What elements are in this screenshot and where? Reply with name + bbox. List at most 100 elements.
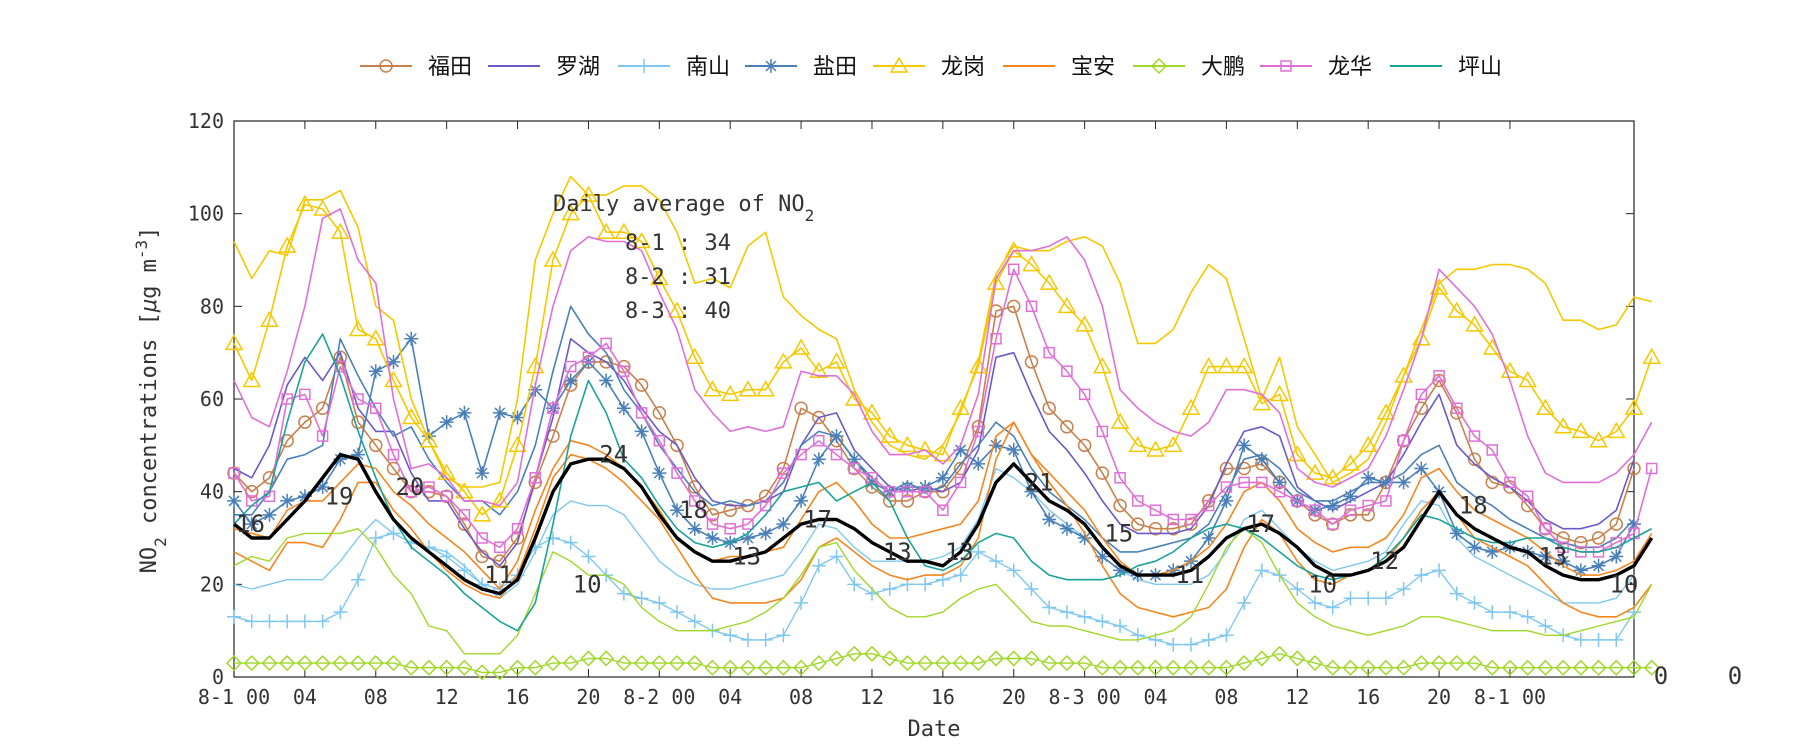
data-point [1412,329,1431,346]
average-value-label: 10 [1609,570,1638,598]
x-tick-label: 04 [293,685,317,709]
data-point [1343,489,1358,504]
series-group [233,421,1653,618]
data-point [564,360,577,373]
data-point [1590,659,1607,676]
data-point [1326,518,1339,530]
x-tick-label: 04 [1143,685,1167,709]
average-value-label: 24 [599,441,628,469]
data-point [1432,373,1446,388]
data-point [1325,600,1340,615]
data-point [670,503,685,518]
data-point [1501,659,1519,676]
data-point [953,461,968,476]
annotation-line: 8-3 : 40 [625,299,731,324]
data-point [580,650,597,667]
data-point [1113,563,1128,578]
average-value-label: 12 [1370,547,1399,575]
data-point [898,435,917,453]
data-point [1306,655,1324,672]
data-point [297,614,312,629]
data-point [1486,444,1498,456]
data-point [847,452,862,467]
data-point [1557,541,1569,554]
data-point [1572,659,1589,676]
data-point [917,655,934,672]
data-point [1041,655,1058,672]
data-point [1591,531,1606,545]
data-point [889,56,909,73]
data-point [706,518,719,530]
data-point [1645,462,1658,475]
data-point [315,614,330,629]
data-point [1022,255,1041,272]
data-point [954,476,967,489]
data-point [1132,495,1144,507]
data-point [1627,461,1641,476]
data-point [333,452,348,467]
data-point [1077,531,1092,545]
legend-label: 坪山 [1458,55,1502,80]
data-point [333,350,348,365]
data-point [563,535,578,550]
data-point [1376,403,1396,420]
y-tick-label: 0 [212,665,224,689]
data-point [547,402,559,415]
data-point [563,373,578,388]
data-point [315,480,330,495]
data-point [561,204,581,221]
chart-legend: 福田 罗湖 南山 盐田 龙岗 宝安 大鹏 龙华 坪山 [360,55,1502,80]
x-tick-label: 20 [1002,685,1026,709]
data-point [616,401,631,416]
data-point [1202,499,1215,512]
x-tick-label: 20 [576,685,600,709]
data-point [366,329,386,346]
average-value-label: 18 [1459,492,1488,520]
data-point [600,337,612,350]
data-point [1057,296,1077,314]
data-point [1642,347,1662,365]
data-point [1627,517,1641,532]
data-point [1467,540,1482,555]
x-tick-label: 16 [931,685,955,709]
y-axis: 0 20 40 60 80 100 120 [188,109,1634,689]
data-point [795,448,807,461]
data-point [972,425,985,438]
data-point [936,484,950,499]
data-point [635,407,648,419]
data-point [351,447,366,462]
data-point [1341,454,1360,471]
x-axis: 8-1 00 04 08 12 16 20 8-2 00 04 08 12 16 20 8-3 00 04… [198,121,1546,709]
data-point [1096,425,1109,438]
series-line-secondary [233,208,1653,507]
data-point [260,310,279,327]
average-value-label: 17 [1246,510,1275,538]
data-point [348,319,368,337]
data-point [651,655,668,672]
data-point [1166,637,1181,652]
data-point [579,185,598,202]
average-value-label: 11 [1175,561,1204,589]
data-point [1007,263,1020,276]
average-labels: 16 19 20 11 10 24 18 13 17 13 13 21 15 11 17 10 12 18 13 10 [236,441,1638,599]
data-point [1201,531,1216,545]
data-point [1238,476,1250,489]
data-point [1150,57,1168,75]
x-tick-label: 12 [860,685,884,709]
data-point [581,549,596,564]
series-line-secondary [233,528,1653,655]
data-point [457,405,472,420]
data-point [899,655,916,672]
series-group [233,333,1653,632]
average-value-label: 18 [679,496,708,524]
data-point [809,361,829,378]
data-point [1556,531,1570,545]
data-point [883,485,896,498]
data-point [756,380,775,397]
data-point [1006,299,1021,314]
data-point [1289,650,1306,667]
data-point [1556,554,1571,569]
legend-label: 龙华 [1328,55,1372,80]
data-point [598,650,615,667]
data-point [1077,438,1092,453]
